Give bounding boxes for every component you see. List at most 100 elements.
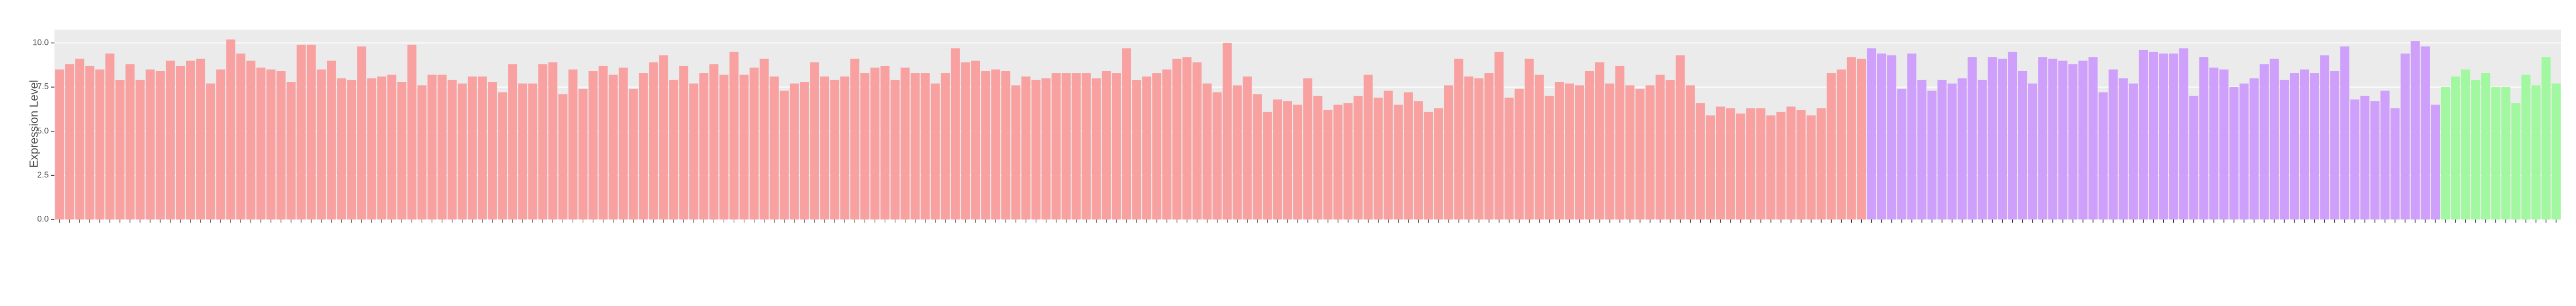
bar [115,80,125,220]
bar [1404,92,1413,220]
bar [2098,92,2108,220]
bar [1343,103,1353,220]
bar [971,60,980,220]
bar [911,73,920,220]
bar [619,68,628,220]
bar [1263,111,1272,220]
bar [2239,83,2249,220]
bar [649,62,658,220]
bar [407,44,416,220]
bar [2461,69,2470,220]
bar [1041,78,1051,220]
bar [2410,41,2420,220]
bar [760,59,769,220]
bar [437,74,447,220]
bar [1937,80,1947,220]
bar [1927,90,1937,220]
bar [1223,43,1232,220]
bar [2199,57,2209,220]
bar [840,77,849,220]
y-tick-label: 0.0 [37,215,49,224]
bar [1414,101,1423,220]
bar [820,77,829,220]
bar [2440,87,2450,220]
bar [125,64,135,220]
bar [2279,80,2289,220]
bar [2269,59,2279,220]
bar [850,59,859,220]
bar [1786,106,1796,220]
bar [1444,85,1454,220]
bar [2088,57,2098,220]
bar [206,83,215,220]
bar [1504,98,1514,220]
bar [1776,111,1786,220]
bar [1021,77,1031,220]
bar [599,65,608,220]
bar [1192,62,1202,220]
bar [1565,83,1574,220]
bar [417,85,427,220]
bar [1917,80,1927,220]
bar [216,69,225,220]
bar [1625,85,1635,220]
bar [2521,74,2531,220]
bar [236,53,245,220]
bar [1816,108,1826,220]
bar [1967,57,1977,220]
bar [2299,69,2309,220]
y-axis-label: Expression Level [27,80,40,168]
bar [2310,73,2319,220]
bar [2330,71,2340,220]
bar [1977,80,1987,220]
bar [1233,85,1242,220]
bar [689,83,698,220]
bar [1665,80,1675,220]
bar [1605,83,1615,220]
bar [2007,52,2018,220]
bar [256,68,266,220]
bar [1514,89,1524,220]
bar [347,80,356,220]
bar [2370,101,2380,220]
bar [2038,57,2048,220]
bar [1142,77,1151,220]
bar [2229,87,2239,220]
bar [1072,73,1081,220]
bar [306,44,316,220]
bar [2360,95,2370,220]
bar [1484,73,1494,220]
bar [669,80,678,220]
bar [699,73,708,220]
bar [145,69,155,220]
bar [2320,55,2329,220]
bar [1102,71,1111,220]
bar [2420,46,2430,220]
bar [2481,73,2490,220]
bar [921,73,930,220]
bar [1374,98,1383,220]
bar [1867,48,1877,220]
bar [1122,48,1131,220]
bar [1957,78,1967,220]
bar [276,71,286,220]
bar [2189,95,2199,220]
bar [1706,115,1715,220]
bar [317,69,326,220]
bar [2541,57,2551,220]
bar [498,92,507,220]
bar [1655,74,1665,220]
bar [1716,106,1726,220]
bar [246,60,255,220]
bar [2340,46,2350,220]
bar [65,64,74,220]
bar [1424,111,1433,220]
bar [2169,53,2179,220]
bar [870,68,880,220]
bar [95,69,105,220]
bar [891,80,900,220]
bar [1675,55,1685,220]
bar [991,69,1000,220]
bar [2018,71,2028,220]
bar [1243,77,1252,220]
